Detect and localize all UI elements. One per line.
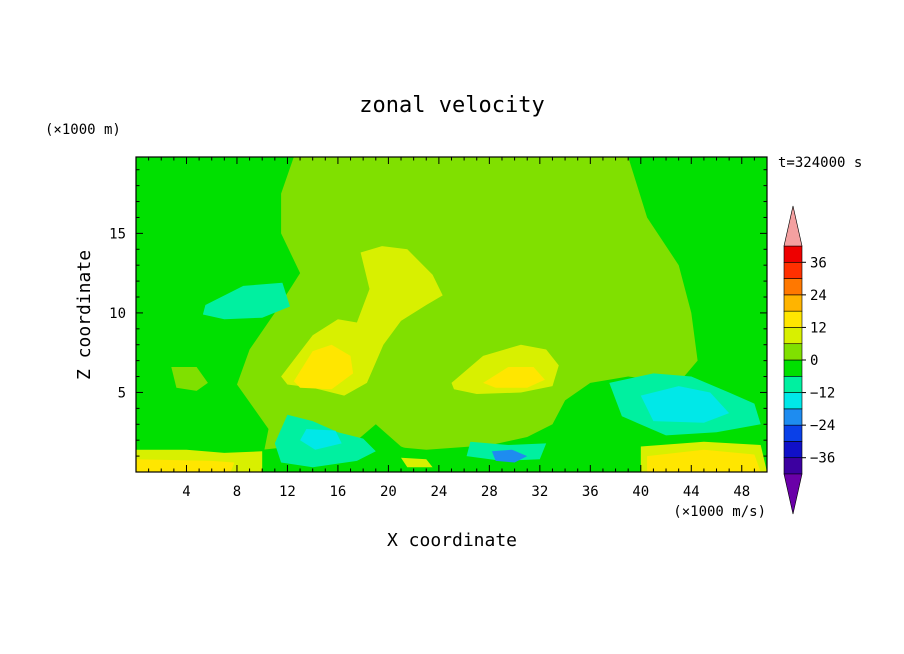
x-tick-label: 8 (233, 484, 241, 500)
contour-region-8 (491, 449, 528, 463)
contour-region-19 (171, 367, 208, 391)
colorbar-segment (783, 392, 803, 410)
colorbar: −36 −24 −12 0 12 24 36 (783, 205, 835, 515)
contour-region-13 (483, 367, 545, 388)
x-tick-label: 48 (733, 484, 750, 500)
colorbar-segment (783, 441, 803, 459)
colorbar-tick-label: −12 (810, 386, 835, 402)
colorbar-segment (783, 359, 803, 377)
x-axis-label: X coordinate (387, 530, 517, 551)
colorbar-segment (783, 294, 803, 312)
colorbar-segment (783, 343, 803, 361)
colorbar-segment (783, 261, 803, 279)
colorbar-segment (783, 424, 803, 442)
x-tick-label: 12 (279, 484, 296, 500)
colorbar-tick-label: 36 (810, 255, 827, 271)
x-tick-label: 4 (182, 484, 190, 500)
y-tick-label: 10 (109, 306, 126, 322)
contour-region-5 (640, 386, 730, 423)
contour-region-15 (136, 459, 235, 472)
colorbar-tick-label: 0 (810, 353, 818, 369)
y-tick-label: 15 (109, 226, 126, 242)
chart-title: zonal velocity (359, 93, 544, 118)
colorbar-segment (783, 408, 803, 426)
x-tick-label: 44 (683, 484, 700, 500)
contour-region-12 (293, 344, 354, 390)
colorbar-segment (783, 457, 803, 475)
colorbar-segment (783, 278, 803, 296)
x-tick-label: 28 (481, 484, 498, 500)
contour-region-17 (647, 449, 761, 472)
colorbar-tick-label: −36 (810, 451, 835, 467)
y-tick-label: 5 (118, 385, 126, 401)
contour-region-18 (401, 457, 433, 468)
x-tick-label: 32 (531, 484, 548, 500)
y-axis-label: Z coordinate (74, 250, 95, 380)
colorbar-tick-label: 12 (810, 320, 827, 336)
colorbar-extend-high (783, 205, 803, 247)
x-tick-label: 20 (380, 484, 397, 500)
time-label: t=324000 s (778, 155, 862, 171)
colorbar-tick-label: −24 (810, 418, 835, 434)
x-tick-label: 36 (582, 484, 599, 500)
x-tick-label: 16 (329, 484, 346, 500)
x-tick-label: 24 (430, 484, 447, 500)
colorbar-extend-low (783, 473, 803, 515)
x-unit-label: (×1000 m/s) (673, 504, 766, 520)
colorbar-segment (783, 327, 803, 345)
contour-region-6 (300, 429, 342, 450)
y-unit-label: (×1000 m) (45, 122, 121, 138)
contour-region-9 (202, 282, 290, 320)
x-tick-label: 40 (632, 484, 649, 500)
colorbar-segment (783, 245, 803, 263)
colorbar-tick-label: 24 (810, 288, 827, 304)
colorbar-segment (783, 375, 803, 393)
contour-field (136, 157, 767, 472)
colorbar-segment (783, 310, 803, 328)
